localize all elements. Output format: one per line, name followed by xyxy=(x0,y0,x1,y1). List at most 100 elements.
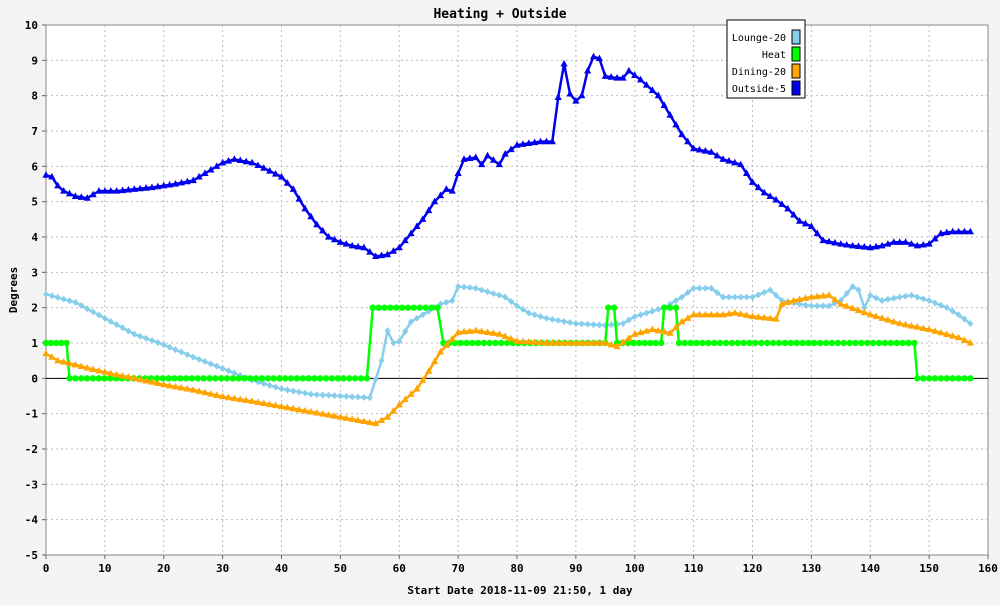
data-point xyxy=(296,388,303,396)
y-tick-label: 0 xyxy=(31,372,38,385)
data-point xyxy=(207,360,214,368)
legend-label: Dining-20 xyxy=(732,67,786,78)
data-point xyxy=(54,356,62,364)
data-point xyxy=(961,315,968,323)
data-point xyxy=(349,393,356,401)
data-point xyxy=(890,317,898,325)
data-point xyxy=(436,347,445,355)
data-point xyxy=(514,302,520,310)
data-point xyxy=(572,96,580,104)
data-point xyxy=(317,375,324,382)
data-point xyxy=(407,390,415,397)
data-point xyxy=(357,375,365,382)
data-point xyxy=(137,332,144,340)
data-point xyxy=(301,204,309,212)
data-point xyxy=(118,371,127,379)
data-point xyxy=(619,320,626,328)
data-point xyxy=(95,187,103,194)
data-point xyxy=(363,375,371,382)
data-point xyxy=(813,229,821,237)
data-point xyxy=(554,339,562,346)
data-point xyxy=(284,386,291,394)
data-point xyxy=(796,217,804,224)
data-point xyxy=(695,145,704,153)
data-point xyxy=(230,394,238,402)
data-point xyxy=(896,319,904,327)
data-point xyxy=(95,366,103,374)
data-point xyxy=(561,317,568,325)
data-point xyxy=(808,302,815,310)
data-point xyxy=(807,222,815,229)
data-point xyxy=(260,164,268,171)
data-point xyxy=(295,195,303,202)
data-point xyxy=(83,375,91,382)
data-point xyxy=(796,300,803,308)
data-point xyxy=(793,339,800,347)
data-point xyxy=(760,188,768,196)
data-point xyxy=(637,75,645,83)
data-point xyxy=(931,327,939,334)
data-point xyxy=(681,339,688,347)
data-point xyxy=(814,302,821,310)
data-point xyxy=(278,385,285,393)
data-point xyxy=(819,236,827,244)
data-point xyxy=(613,342,621,350)
x-tick-label: 130 xyxy=(801,562,821,575)
data-point xyxy=(217,375,225,382)
data-point xyxy=(769,339,777,347)
data-point xyxy=(496,291,503,299)
x-tick-label: 140 xyxy=(860,562,880,575)
data-point xyxy=(322,375,330,382)
data-point xyxy=(854,306,863,314)
data-point xyxy=(869,339,877,347)
data-point xyxy=(229,375,236,382)
data-point xyxy=(601,339,609,346)
data-point xyxy=(631,71,639,78)
data-point xyxy=(83,194,91,201)
data-point xyxy=(784,204,792,212)
data-point xyxy=(277,172,286,180)
data-point xyxy=(699,339,706,347)
data-point xyxy=(884,316,892,323)
x-tick-label: 60 xyxy=(393,562,406,575)
data-point xyxy=(154,182,162,190)
data-point xyxy=(436,191,445,199)
data-point xyxy=(264,375,271,382)
data-point xyxy=(531,338,539,345)
data-point xyxy=(125,327,132,335)
data-point xyxy=(837,240,845,247)
data-point xyxy=(578,339,586,346)
data-point xyxy=(119,324,126,332)
data-point xyxy=(566,319,573,327)
data-point xyxy=(219,392,227,400)
data-point xyxy=(631,313,638,320)
data-point xyxy=(861,304,868,312)
data-point xyxy=(966,339,974,346)
data-point xyxy=(407,229,415,237)
data-point xyxy=(160,380,168,388)
data-point xyxy=(460,327,468,335)
data-point xyxy=(931,234,939,242)
data-point xyxy=(813,292,821,300)
data-point xyxy=(230,155,238,162)
data-point xyxy=(525,139,533,146)
data-point xyxy=(678,293,685,301)
data-point xyxy=(519,140,527,147)
data-point xyxy=(949,332,957,339)
y-tick-label: -1 xyxy=(25,408,39,421)
data-point xyxy=(884,295,891,303)
data-point xyxy=(630,339,637,347)
data-point xyxy=(212,375,219,382)
data-point xyxy=(619,74,627,81)
data-point xyxy=(366,248,374,255)
data-point xyxy=(195,172,203,180)
data-point xyxy=(89,190,97,198)
data-point xyxy=(925,240,933,247)
data-point xyxy=(383,250,392,258)
data-point xyxy=(71,360,80,368)
data-point xyxy=(213,391,221,398)
data-point xyxy=(713,310,721,318)
data-point xyxy=(219,364,226,372)
data-point xyxy=(728,339,736,347)
